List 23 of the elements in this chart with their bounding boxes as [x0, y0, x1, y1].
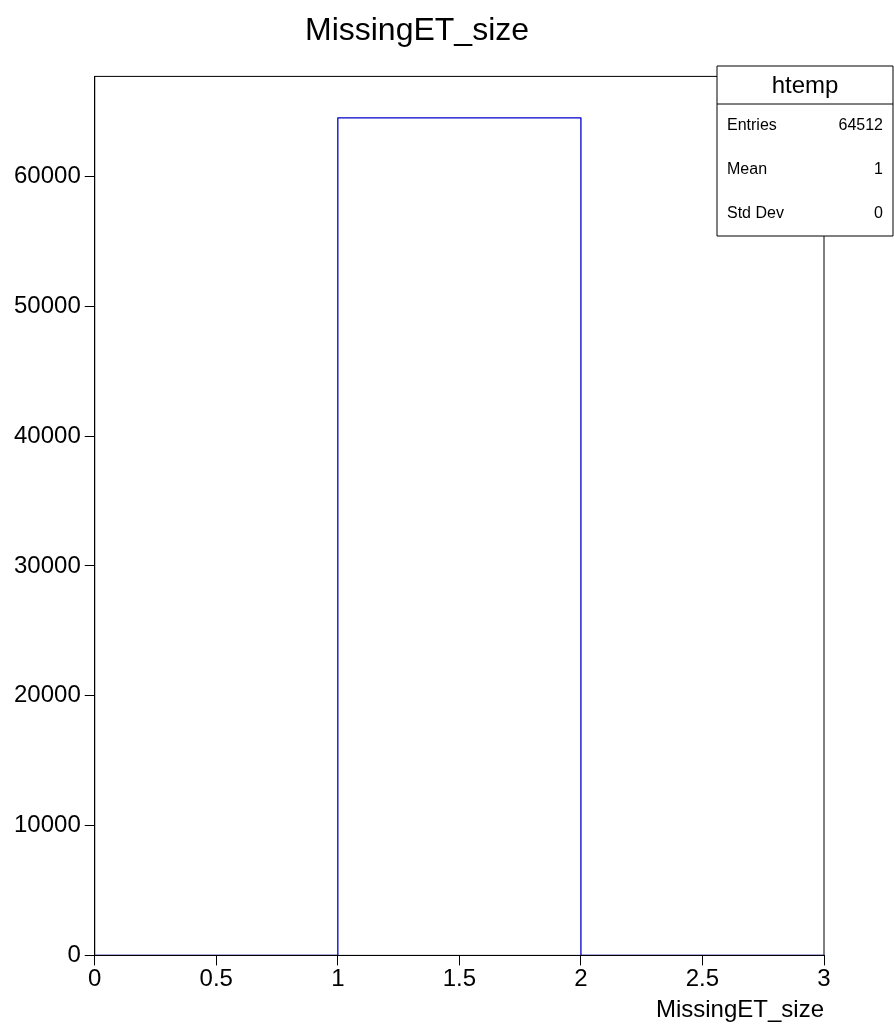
x-tick-label: 1 [331, 964, 345, 992]
y-tick-label: 40000 [13, 420, 81, 448]
y-tick-label: 10000 [13, 810, 81, 838]
x-tick-label: 0.5 [199, 964, 233, 992]
chart-title: MissingET_size [304, 11, 530, 48]
annotation: htemp [771, 70, 839, 98]
y-tick-label: 30000 [13, 550, 81, 578]
text: 1 [874, 160, 884, 178]
annotation: Std Dev [727, 204, 784, 222]
annotation: Mean [727, 160, 768, 178]
y-tick-label: 0 [67, 940, 81, 968]
text: 0 [874, 204, 884, 222]
y-tick-label: 20000 [13, 680, 81, 708]
x-axis-title: MissingET_size [655, 995, 824, 1023]
annotation: Entries [727, 116, 777, 134]
y-tick-label: 60000 [13, 161, 81, 188]
x-tick-label: 3 [817, 964, 831, 992]
text: 64512 [838, 116, 884, 134]
y-tick-label: 50000 [13, 290, 81, 318]
x-tick-label: 2 [574, 964, 588, 992]
x-tick-label: 1.5 [442, 964, 477, 992]
x-tick-label: 0 [88, 964, 102, 992]
x-tick-label: 2.5 [685, 964, 720, 992]
